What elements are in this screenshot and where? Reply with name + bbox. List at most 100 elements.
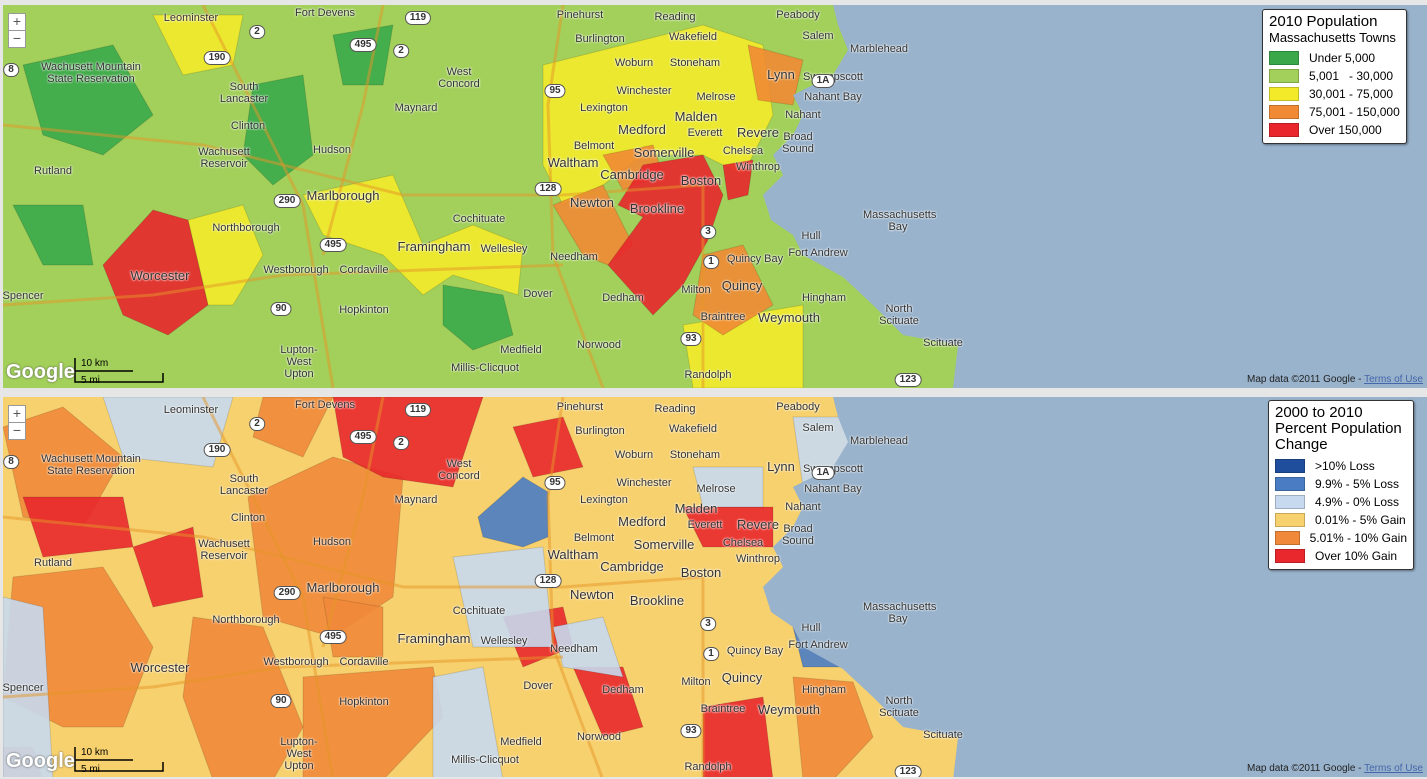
scale-bar (74, 358, 164, 383)
town-region (747, 44, 804, 106)
legend-label: Over 150,000 (1309, 123, 1382, 137)
place-label: North Scituate (879, 303, 919, 327)
town-region (302, 174, 524, 296)
place-label: Clinton (230, 120, 266, 132)
place-label: Reading (654, 403, 696, 415)
road-shield: 495 (349, 38, 377, 52)
place-label: Pinehurst (556, 9, 604, 21)
zoom-button[interactable]: − (8, 422, 26, 440)
legend-item: Under 5,000 (1269, 49, 1400, 67)
road-shield: 2 (393, 44, 409, 58)
place-label: Northborough (212, 614, 280, 626)
legend-swatch (1269, 105, 1299, 119)
map-panel: Leominster Fort Devens Pinehurst Reading Pea… (3, 397, 1427, 777)
place-label: Fort Andrew (788, 247, 848, 259)
road-shield: 119 (404, 11, 432, 25)
ocean (763, 397, 1427, 777)
road-shield: 3 (700, 617, 716, 631)
place-label: Revere (737, 517, 779, 532)
place-label: Pinehurst (556, 401, 604, 413)
attribution: Map data ©2011 Google - Terms of Use (1247, 374, 1423, 385)
google-logo: Google (6, 361, 75, 383)
place-label: Hingham (801, 292, 847, 304)
legend-label: Under 5,000 (1309, 51, 1376, 65)
place-label: Wellesley (480, 243, 528, 255)
place-label: Woburn (614, 57, 654, 69)
road-shield: 128 (534, 574, 562, 588)
legend-item: 5,001 - 30,000 (1269, 67, 1400, 85)
place-label: Spencer (3, 682, 44, 694)
road-shield: 8 (3, 63, 19, 77)
place-label: Wachusett Reservoir (198, 538, 250, 562)
road (546, 397, 604, 777)
road-shield: 495 (319, 630, 347, 644)
zoom-button[interactable]: − (8, 30, 26, 48)
place-label: Northborough (212, 222, 280, 234)
road-shield: 1A (811, 466, 835, 480)
place-label: Westborough (263, 656, 329, 668)
place-label: Hingham (801, 684, 847, 696)
town-region (302, 666, 444, 777)
town-region (332, 24, 394, 86)
place-label: Weymouth (758, 310, 820, 325)
place-label: Cordaville (339, 656, 389, 668)
place-label: Wachusett Mountain State Reservation (41, 61, 141, 85)
place-label: Hudson (313, 144, 351, 156)
place-label: Spencer (3, 290, 44, 302)
place-label: Maynard (394, 102, 438, 114)
place-label: Fort Devens (295, 399, 355, 411)
scale-mi: 5 mi (81, 375, 100, 386)
zoom-button[interactable]: + (8, 405, 26, 423)
place-label: Dedham (602, 684, 644, 696)
place-label: Waltham (547, 547, 599, 562)
town-region (792, 676, 874, 777)
place-label: Burlington (575, 425, 625, 437)
place-label: Millis-Clicquot (451, 362, 519, 374)
legend-swatch (1269, 69, 1299, 83)
place-label: Randolph (684, 369, 732, 381)
place-label: Peabody (776, 9, 820, 21)
terms-link[interactable]: Terms of Use (1364, 763, 1423, 774)
place-label: Wachusett Mountain State Reservation (41, 453, 141, 477)
place-label: Revere (737, 125, 779, 140)
place-label: Fort Devens (295, 7, 355, 19)
attribution: Map data ©2011 Google - Terms of Use (1247, 763, 1423, 774)
place-label: Scituate (923, 729, 963, 741)
town-region (722, 159, 754, 201)
place-label: Boston (680, 173, 722, 188)
legend-title: 2000 to 2010 Percent Population Change (1275, 404, 1402, 453)
place-label: Weymouth (758, 702, 820, 717)
legend-subtitle: Massachusetts Towns (1269, 30, 1396, 45)
map-canvas (3, 397, 1427, 777)
road-shield: 123 (894, 765, 922, 777)
place-label: Cordaville (339, 264, 389, 276)
terms-link[interactable]: Terms of Use (1364, 374, 1423, 385)
place-label: Boston (680, 565, 722, 580)
legend-label: >10% Loss (1315, 459, 1375, 473)
place-label: Salem (802, 30, 834, 42)
place-label: Medford (618, 122, 666, 137)
legend-swatch (1275, 459, 1305, 473)
map-panel: Leominster Fort Devens Pinehurst Reading Pea… (3, 5, 1427, 388)
road-shield: 290 (273, 586, 301, 600)
town-region (442, 284, 514, 351)
place-label: South Lancaster (219, 81, 269, 105)
place-label: Wellesley (480, 635, 528, 647)
place-label: Rutland (34, 557, 72, 569)
road (321, 5, 385, 256)
zoom-button[interactable]: + (8, 13, 26, 31)
place-label: Framingham (397, 631, 471, 646)
place-label: Hull (801, 622, 821, 634)
place-label: Hull (801, 230, 821, 242)
place-label: Nahant (785, 109, 821, 121)
google-logo: Google (6, 750, 75, 772)
place-label: Newton (569, 195, 615, 210)
place-label: Brookline (629, 201, 685, 216)
attribution-text: Map data ©2011 Google - (1247, 374, 1365, 385)
road (3, 515, 704, 589)
road-shield: 2 (249, 25, 265, 39)
place-label: Wakefield (669, 31, 717, 43)
scale-bar (74, 747, 164, 772)
place-label: Somerville (633, 145, 695, 160)
